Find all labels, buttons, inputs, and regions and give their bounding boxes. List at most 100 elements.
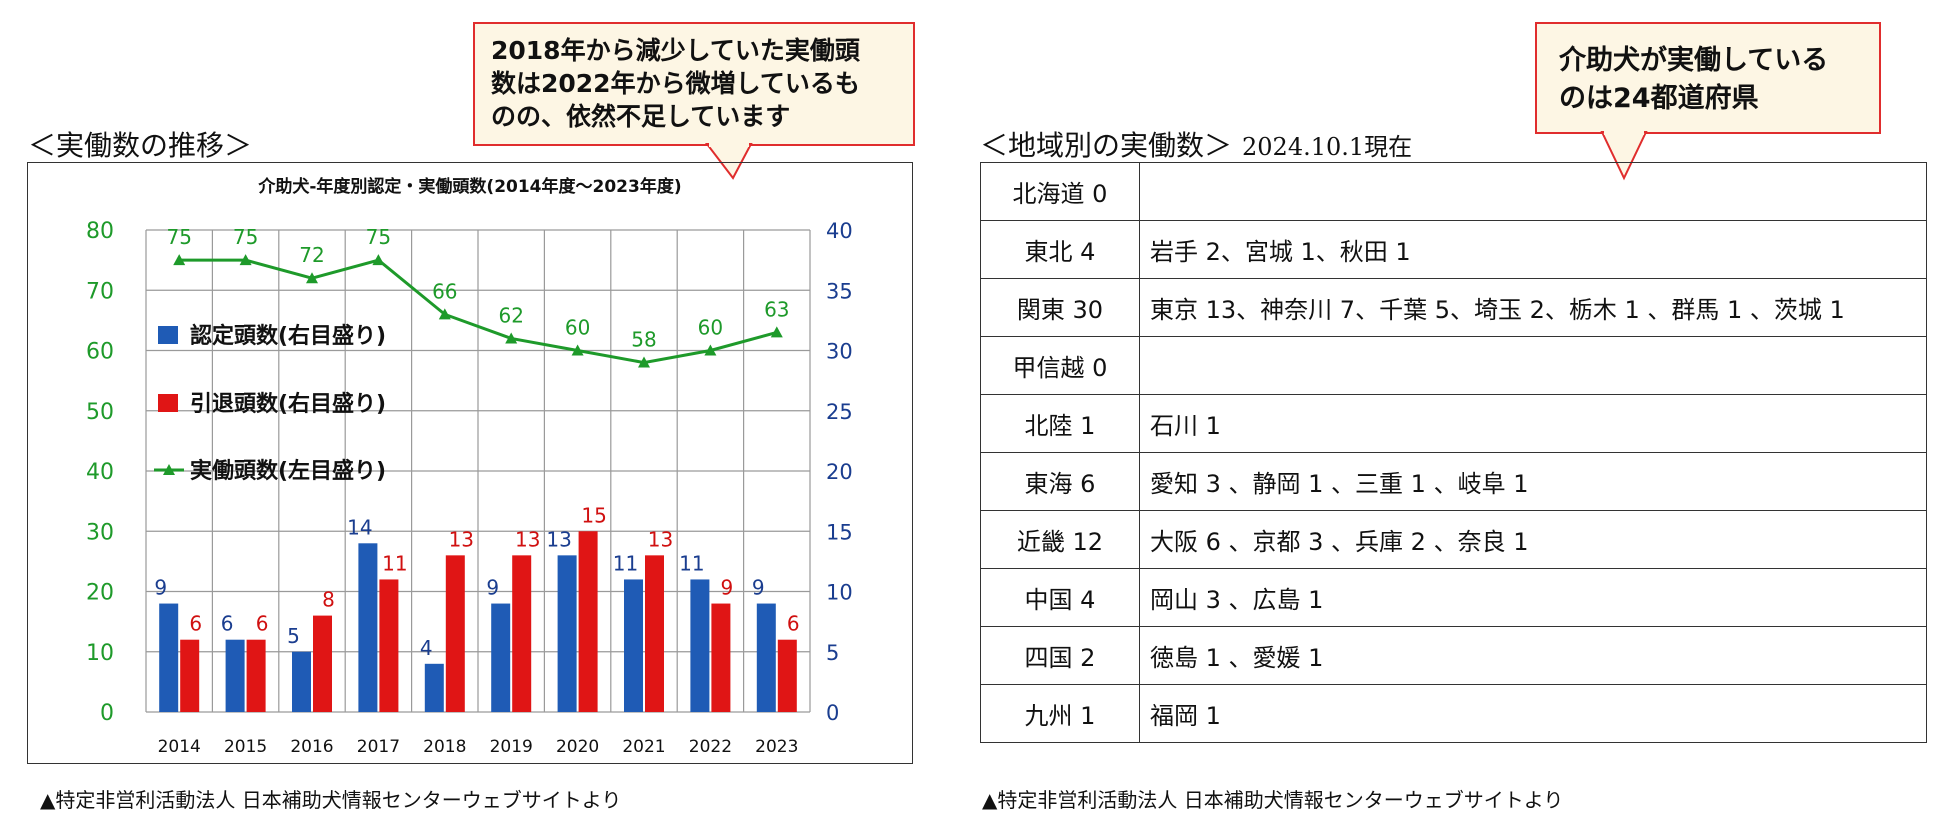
line-active-dogs-label: 58 [631,328,656,352]
left-axis-tick-label: 50 [86,400,114,425]
chart-title: 介助犬-年度別認定・実働頭数(2014年度〜2023年度) [258,177,682,197]
region-name-cell: 四国 2 [980,626,1140,685]
x-axis-tick-label: 2019 [490,737,533,757]
bar-certified-label: 5 [287,624,300,648]
bar-certified [557,555,577,712]
bar-certified-label: 9 [752,576,765,600]
region-name-cell: 九州 1 [980,684,1140,743]
callout-left-line-2: 数は2022年から微増しているも [491,69,860,98]
line-active-dogs-marker [372,254,385,266]
left-footnote: ▲特定非営利活動法人 日本補助犬情報センターウェブサイトより [40,788,622,812]
bar-retired [313,615,332,712]
bar-retired-label: 11 [382,551,407,575]
bar-retired [445,555,465,712]
bar-certified-label: 14 [347,515,372,539]
bar-certified [159,603,179,712]
right-axis-tick-label: 0 [826,701,839,725]
left-axis-tick-label: 30 [86,520,114,545]
callout-right: 介助犬が実働している のは24都道府県 [1535,22,1881,134]
callout-left-tail [705,143,753,180]
table-row: 甲信越 0 [980,336,1927,395]
right-axis-tick-label: 15 [826,520,853,544]
bar-certified-label: 4 [420,636,433,660]
right-axis-tick-label: 5 [826,641,839,665]
bar-certified-label: 13 [546,527,571,551]
region-name-cell: 北陸 1 [980,394,1140,453]
line-active-dogs-marker [704,344,717,356]
line-active-dogs-marker [306,272,318,284]
left-axis-tick-label: 0 [100,701,114,726]
bar-certified-label: 6 [221,612,234,636]
right-axis-tick-label: 40 [826,219,853,243]
bar-retired-label: 13 [449,527,474,551]
right-footnote: ▲特定非営利活動法人 日本補助犬情報センターウェブサイトより [982,788,1564,812]
table-row: 関東 30 東京 13、神奈川 7、千葉 5、埼玉 2、栃木 1 、群馬 1 、茨… [980,278,1927,337]
bar-retired-label: 15 [581,503,606,527]
bar-retired [777,639,797,712]
bar-certified-label: 9 [486,576,499,600]
x-axis-tick-label: 2015 [224,737,267,757]
region-detail-cell: 愛知 3 、静岡 1 、三重 1 、岐阜 1 [1139,452,1927,511]
line-active-dogs-marker [505,332,518,344]
table-row: 近畿 12 大阪 6 、京都 3 、兵庫 2 、奈良 1 [980,510,1927,569]
bar-certified-label: 11 [613,551,638,575]
line-active-dogs-marker [770,326,783,338]
region-name-cell: 中国 4 [980,568,1140,627]
x-axis-tick-label: 2018 [423,737,466,757]
left-axis-tick-label: 60 [86,340,114,365]
right-axis-tick-label: 30 [826,340,853,364]
region-name-cell: 甲信越 0 [980,336,1140,395]
line-active-dogs-label: 75 [233,225,258,249]
bar-certified-label: 9 [154,576,167,600]
region-detail-cell: 岩手 2、宮城 1、秋田 1 [1139,220,1927,279]
line-active-dogs-label: 62 [498,303,523,327]
right-axis-tick-label: 20 [826,460,853,484]
region-name-cell: 関東 30 [980,278,1140,337]
right-section-date: 2024.10.1現在 [1242,133,1413,161]
line-active-dogs-marker [638,356,650,368]
legend-retired-swatch [158,394,178,412]
table-row: 四国 2 徳島 1 、愛媛 1 [980,626,1927,685]
table-row: 中国 4 岡山 3 、広島 1 [980,568,1927,627]
table-row: 北陸 1 石川 1 [980,394,1927,453]
region-name-cell: 近畿 12 [980,510,1140,569]
bar-retired-label: 6 [787,612,800,636]
region-name-cell: 東海 6 [980,452,1140,511]
table-row: 九州 1 福岡 1 [980,684,1927,743]
table-row: 北海道 0 [980,162,1927,221]
callout-right-tail [1600,131,1648,181]
bar-retired-label: 6 [189,612,202,636]
region-name-cell: 東北 4 [980,220,1140,279]
table-row: 東海 6 愛知 3 、静岡 1 、三重 1 、岐阜 1 [980,452,1927,511]
left-axis-tick-label: 80 [86,219,114,244]
legend-active-label: 実働頭数(左目盛り) [190,458,386,484]
callout-right-line-2: のは24都道府県 [1559,83,1759,114]
bar-retired [645,555,664,712]
legend-active-marker [163,464,175,475]
x-axis-tick-label: 2022 [689,737,732,757]
line-active-dogs-label: 75 [366,225,391,249]
x-axis-tick-label: 2020 [556,737,599,757]
bar-retired [711,603,731,712]
region-detail-cell: 徳島 1 、愛媛 1 [1139,626,1927,685]
left-axis-tick-label: 40 [86,460,114,485]
right-section-title: ＜地域別の実働数＞ 2024.10.1現在 [980,124,1412,164]
line-active-dogs-label: 72 [299,243,324,267]
line-active-dogs-marker [239,254,252,266]
bar-certified [756,603,776,712]
bar-retired-label: 8 [322,588,335,612]
left-axis-tick-label: 70 [86,279,114,304]
line-active-dogs-label: 60 [565,316,590,340]
bar-retired-label: 9 [721,576,734,600]
region-detail-cell [1139,336,1927,395]
region-table: 北海道 0 東北 4 岩手 2、宮城 1、秋田 1 関東 30 東京 13、神奈川 7、… [980,162,1927,743]
bar-certified [690,579,710,712]
bar-retired [379,579,399,712]
left-section-title: ＜実働数の推移＞ [28,129,253,162]
region-detail-cell: 岡山 3 、広島 1 [1139,568,1927,627]
bar-certified [424,663,444,712]
callout-left-line-3: のの、依然不足しています [491,102,791,131]
callout-left-line-1: 2018年から減少していた実働頭 [491,36,860,65]
region-name-cell: 北海道 0 [980,162,1140,221]
